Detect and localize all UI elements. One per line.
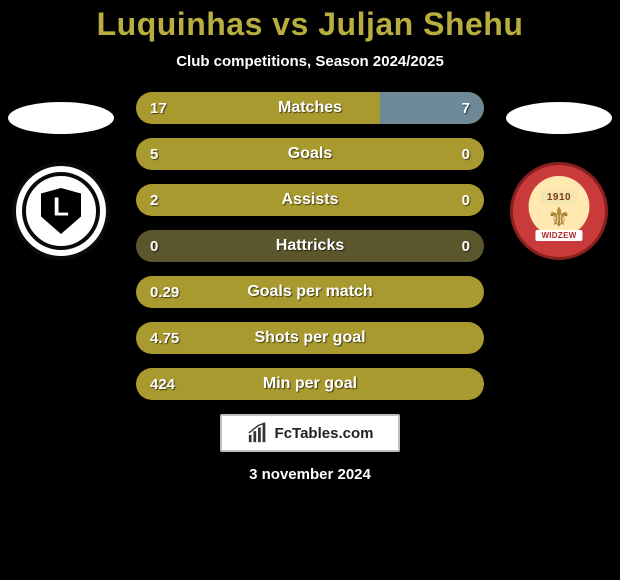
- stat-bar: 0.29 Goals per match: [136, 276, 484, 308]
- title-vs: vs: [263, 6, 318, 42]
- stat-bar: 17 Matches 7: [136, 92, 484, 124]
- stat-value-left: 2: [136, 192, 172, 209]
- player-silhouette-left: [8, 102, 114, 134]
- stat-bar: 5 Goals 0: [136, 138, 484, 170]
- player-silhouette-right: [506, 102, 612, 134]
- page-title: Luquinhas vs Juljan Shehu: [0, 0, 620, 43]
- stat-value-right: 0: [448, 192, 484, 209]
- stat-label: Hattricks: [276, 237, 344, 255]
- stat-bar: 424 Min per goal: [136, 368, 484, 400]
- brand-link[interactable]: FcTables.com: [220, 414, 400, 452]
- stat-bar: 2 Assists 0: [136, 184, 484, 216]
- stat-label: Min per goal: [263, 375, 357, 393]
- badge-laurel-icon: ⚜: [547, 201, 570, 232]
- stat-bars: 17 Matches 7 5 Goals 0 2 Assists 0 0 Hattricks 0 0.2…: [136, 92, 484, 400]
- stat-value-left: 0.29: [136, 284, 193, 301]
- badge-letter: L: [53, 192, 69, 223]
- stat-value-left: 0: [136, 238, 172, 255]
- stat-bar: 4.75 Shots per goal: [136, 322, 484, 354]
- player-right-column: 1910 ⚜ WIDZEW: [504, 102, 614, 260]
- stat-value-left: 17: [136, 100, 181, 117]
- badge-ribbon: WIDZEW: [535, 230, 582, 241]
- stat-label: Assists: [282, 191, 339, 209]
- footer-date: 3 november 2024: [0, 466, 620, 483]
- brand-label: FcTables.com: [275, 425, 374, 442]
- title-player1: Luquinhas: [97, 6, 263, 42]
- stat-label: Matches: [278, 99, 342, 117]
- player-left-column: L: [6, 102, 116, 260]
- stat-value-left: 5: [136, 146, 172, 163]
- stat-value-left: 424: [136, 376, 189, 393]
- stat-bar: 0 Hattricks 0: [136, 230, 484, 262]
- content: L 1910 ⚜ WIDZEW 17 Matches 7 5 Goals 0 2 Assist…: [0, 92, 620, 400]
- stat-label: Goals: [288, 145, 332, 163]
- stat-label: Goals per match: [247, 283, 372, 301]
- page-subtitle: Club competitions, Season 2024/2025: [0, 53, 620, 70]
- club-badge-right: 1910 ⚜ WIDZEW: [510, 162, 608, 260]
- title-player2: Juljan Shehu: [318, 6, 523, 42]
- brand-logo-icon: [247, 422, 269, 444]
- stat-value-right: 0: [448, 238, 484, 255]
- club-badge-left: L: [12, 162, 110, 260]
- stat-value-left: 4.75: [136, 330, 193, 347]
- stat-value-right: 0: [448, 146, 484, 163]
- stat-value-right: 7: [448, 100, 484, 117]
- stat-label: Shots per goal: [254, 329, 365, 347]
